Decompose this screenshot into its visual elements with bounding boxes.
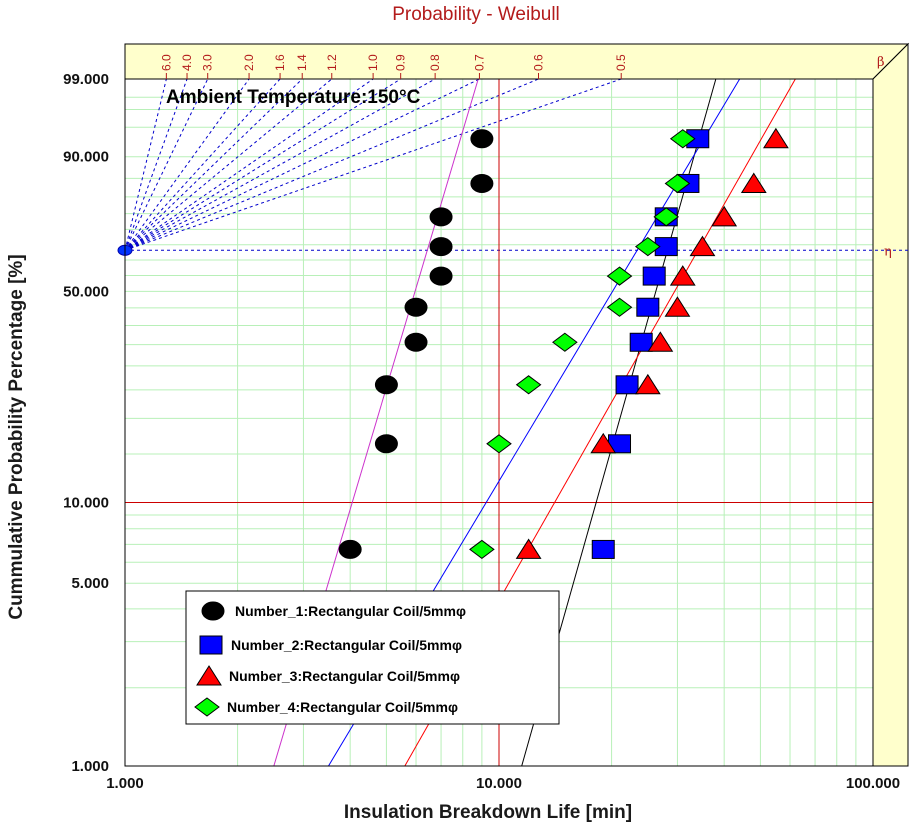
data-point-series-4 <box>664 173 691 194</box>
data-point-series-3 <box>634 373 661 395</box>
data-point-series-3 <box>669 265 696 286</box>
data-point-series-3 <box>762 127 789 149</box>
data-point-series-3 <box>647 331 674 352</box>
data-point-series-1 <box>404 297 428 317</box>
data-point-series-1 <box>429 207 453 227</box>
y-tick-label: 99.000 <box>63 71 109 88</box>
beta-guide-line <box>125 79 374 251</box>
y-tick-label: 90.000 <box>63 149 109 166</box>
beta-guide-line <box>125 79 303 251</box>
beta-tick-label: 0.9 <box>394 54 408 71</box>
legend-marker-series-4 <box>194 697 220 717</box>
beta-tick-label: 3.0 <box>201 54 215 71</box>
plot-border <box>124 78 874 767</box>
legend-marker-series-2 <box>199 635 223 655</box>
right-band <box>872 42 909 767</box>
data-point-series-1 <box>429 266 453 286</box>
legend-box <box>185 590 560 725</box>
beta-tick-label: 1.6 <box>273 54 287 71</box>
beta-guide-line <box>125 79 250 251</box>
legend-marker-series-3 <box>196 665 222 686</box>
data-point-series-2 <box>636 297 660 317</box>
legend-label-series-1: Number_1:Rectangular Coil/5mmφ <box>235 603 466 619</box>
legend-label-series-3: Number_3:Rectangular Coil/5mmφ <box>229 668 460 684</box>
y-tick-label: 10.000 <box>63 495 109 512</box>
beta-tick-label: 1.0 <box>366 54 380 71</box>
beta-tick-label: 2.0 <box>242 54 256 71</box>
data-point-series-4 <box>634 236 661 257</box>
data-point-series-4 <box>552 332 578 352</box>
y-tick-label: 1.000 <box>71 758 109 775</box>
data-point-series-4 <box>653 207 680 227</box>
data-point-series-1 <box>338 539 362 559</box>
x-tick-label: 100.000 <box>846 775 900 792</box>
beta-tick-label: 0.5 <box>614 54 628 71</box>
data-points <box>338 127 789 560</box>
beta-tick-label: 4.0 <box>180 54 194 71</box>
ambient-temperature-annotation: Ambient Temperature:150°C <box>166 87 421 108</box>
data-point-series-3 <box>664 296 691 317</box>
data-point-series-1 <box>374 375 398 395</box>
data-point-series-2 <box>591 539 615 559</box>
data-point-series-4 <box>469 539 495 560</box>
data-point-series-4 <box>515 375 542 395</box>
beta-tick-label: 1.2 <box>325 54 339 71</box>
x-tick-labels: 1.000 10.000 100.000 <box>106 775 900 792</box>
legend-label-series-4: Number_4:Rectangular Coil/5mmφ <box>227 699 458 715</box>
eta-label: η <box>884 244 892 259</box>
legend-marker-series-1 <box>201 601 225 621</box>
x-tick-label: 10.000 <box>476 775 522 792</box>
beta-label: β <box>877 55 885 70</box>
data-point-series-1 <box>470 129 494 149</box>
data-point-series-3 <box>590 432 617 454</box>
beta-tick-label: 6.0 <box>159 54 173 71</box>
legend-label-series-2: Number_2:Rectangular Coil/5mmφ <box>231 637 462 653</box>
beta-guide-line <box>125 79 167 251</box>
x-tick-label: 1.000 <box>106 775 144 792</box>
data-point-series-4 <box>486 434 512 454</box>
data-point-series-2 <box>615 375 639 395</box>
beta-tick-label: 1.4 <box>295 54 309 71</box>
data-point-series-3 <box>515 538 542 559</box>
beta-guide-line <box>125 79 209 251</box>
beta-guide-line <box>125 79 333 251</box>
chart-title: Probability - Weibull <box>392 4 560 25</box>
data-point-series-4 <box>669 129 696 149</box>
beta-tick-label: 0.7 <box>472 54 486 71</box>
data-point-series-1 <box>429 237 453 257</box>
data-point-series-4 <box>606 266 633 286</box>
data-point-series-2 <box>642 266 666 286</box>
data-point-series-1 <box>404 332 428 352</box>
beta-guide-line <box>125 79 401 251</box>
beta-ticks: 6.0 4.0 3.0 2.0 1.6 1.4 1.2 1.0 0.9 0.8 0.7 0.6 0.5 <box>159 54 628 79</box>
beta-tick-label: 0.8 <box>428 54 442 71</box>
beta-guide-line <box>125 79 436 251</box>
legend: Number_1:Rectangular Coil/5mmφ Number_2:R… <box>185 590 560 725</box>
data-point-series-1 <box>470 173 494 193</box>
y-axis-title: Cummulative Probability Percentage [%] <box>6 254 27 619</box>
data-point-series-1 <box>374 434 398 454</box>
data-point-series-3 <box>689 235 716 257</box>
beta-tick-label: 0.6 <box>532 54 546 71</box>
y-tick-labels: 1.000 5.000 10.000 50.000 90.000 99.000 <box>63 71 109 775</box>
y-tick-label: 50.000 <box>63 283 109 300</box>
data-point-series-4 <box>606 297 633 317</box>
x-axis-title: Insulation Breakdown Life [min] <box>344 802 632 823</box>
data-point-series-2 <box>629 332 653 352</box>
beta-guide-line <box>125 79 188 251</box>
beta-guide-line <box>125 79 281 251</box>
data-point-series-3 <box>740 172 767 193</box>
y-tick-label: 5.000 <box>71 575 109 592</box>
data-point-series-3 <box>711 205 738 227</box>
